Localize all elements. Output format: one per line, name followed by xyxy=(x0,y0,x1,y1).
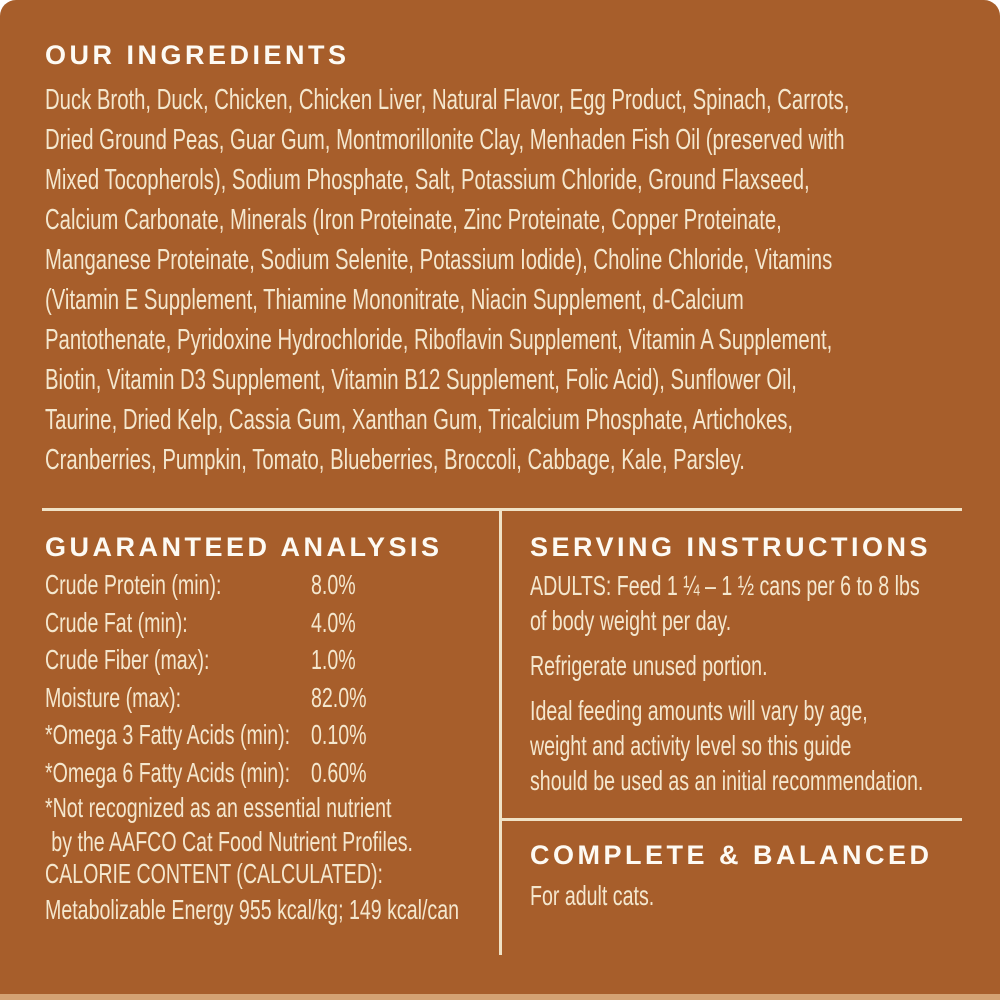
serving-line: Ideal feeding amounts will vary by age, xyxy=(530,695,868,726)
complete-balanced-heading: COMPLETE & BALANCED xyxy=(530,840,933,870)
calorie-heading: CALORIE CONTENT (CALCULATED): xyxy=(45,858,383,889)
serving-line: ADULTS: Feed 1 ¼ – 1 ½ cans per 6 to 8 l… xyxy=(530,570,920,601)
analysis-label: Crude Fiber (max): xyxy=(45,644,210,675)
horizontal-divider-right xyxy=(501,818,962,821)
table-row: *Omega 3 Fatty Acids (min): 0.10% xyxy=(45,716,521,754)
analysis-value: 0.60% xyxy=(311,756,367,788)
analysis-value: 82.0% xyxy=(311,681,367,713)
analysis-label: Moisture (max): xyxy=(45,681,182,713)
serving-line: of body weight per day. xyxy=(530,605,732,636)
analysis-value: 1.0% xyxy=(311,644,356,675)
serving-line: should be used as an initial recommendat… xyxy=(530,765,924,796)
guaranteed-analysis-table: Crude Protein (min): 8.0% Crude Fat (min… xyxy=(45,566,521,791)
ingredients-line: Pantothenate, Pyridoxine Hydrochloride, … xyxy=(45,324,833,356)
ingredients-line: Taurine, Dried Kelp, Cassia Gum, Xanthan… xyxy=(45,404,794,436)
table-row: Crude Protein (min): 8.0% xyxy=(45,566,521,604)
ingredients-line: (Vitamin E Supplement, Thiamine Mononitr… xyxy=(45,284,744,316)
complete-balanced-text: For adult cats. xyxy=(530,878,978,913)
ingredients-line: Duck Broth, Duck, Chicken, Chicken Liver… xyxy=(45,84,850,116)
ingredients-heading: OUR INGREDIENTS xyxy=(45,40,350,70)
ingredients-line: Dried Ground Peas, Guar Gum, Montmorillo… xyxy=(45,124,845,156)
analysis-label: *Omega 6 Fatty Acids (min): xyxy=(45,756,291,788)
calorie-value: Metabolizable Energy 955 kcal/kg; 149 kc… xyxy=(45,894,460,925)
vertical-divider xyxy=(499,508,502,955)
serving-paragraph: ADULTS: Feed 1 ¼ – 1 ½ cans per 6 to 8 l… xyxy=(530,568,978,638)
ingredients-line: Cranberries, Pumpkin, Tomato, Blueberrie… xyxy=(45,444,745,476)
analysis-label: Crude Fat (min): xyxy=(45,606,188,638)
complete-line: For adult cats. xyxy=(530,880,655,911)
analysis-value: 4.0% xyxy=(311,606,356,638)
table-row: Crude Fat (min): 4.0% xyxy=(45,604,521,642)
table-row: *Omega 6 Fatty Acids (min): 0.60% xyxy=(45,754,521,792)
footnote-line: *Not recognized as an essential nutrient xyxy=(45,792,392,823)
analysis-value: 8.0% xyxy=(311,569,356,600)
label-bottom-edge xyxy=(0,994,1000,1000)
footnote-line: by the AAFCO Cat Food Nutrient Profiles. xyxy=(51,826,413,857)
analysis-label: *Omega 3 Fatty Acids (min): xyxy=(45,719,291,750)
ingredients-line: Mixed Tocopherols), Sodium Phosphate, Sa… xyxy=(45,164,810,196)
analysis-label: Crude Protein (min): xyxy=(45,569,222,600)
ingredients-line: Manganese Proteinate, Sodium Selenite, P… xyxy=(45,244,833,276)
serving-paragraph: Ideal feeding amounts will vary by age, … xyxy=(530,693,978,798)
ingredients-line: Calcium Carbonate, Minerals (Iron Protei… xyxy=(45,204,782,236)
serving-line: weight and activity level so this guide xyxy=(530,730,852,761)
serving-instructions-heading: SERVING INSTRUCTIONS xyxy=(530,532,932,562)
aafco-footnote: *Not recognized as an essential nutrient… xyxy=(45,791,521,859)
calorie-content: CALORIE CONTENT (CALCULATED): Metaboliza… xyxy=(45,856,535,928)
serving-line: Refrigerate unused portion. xyxy=(530,650,768,681)
table-row: Moisture (max): 82.0% xyxy=(45,679,521,717)
serving-instructions-text: ADULTS: Feed 1 ¼ – 1 ½ cans per 6 to 8 l… xyxy=(530,568,978,808)
table-row: Crude Fiber (max): 1.0% xyxy=(45,641,521,679)
guaranteed-analysis-heading: GUARANTEED ANALYSIS xyxy=(45,532,443,562)
serving-paragraph: Refrigerate unused portion. xyxy=(530,648,978,683)
ingredients-paragraph: Duck Broth, Duck, Chicken, Chicken Liver… xyxy=(45,80,969,480)
ingredients-line: Biotin, Vitamin D3 Supplement, Vitamin B… xyxy=(45,364,797,396)
horizontal-divider-top xyxy=(42,508,962,511)
analysis-value: 0.10% xyxy=(311,719,367,750)
